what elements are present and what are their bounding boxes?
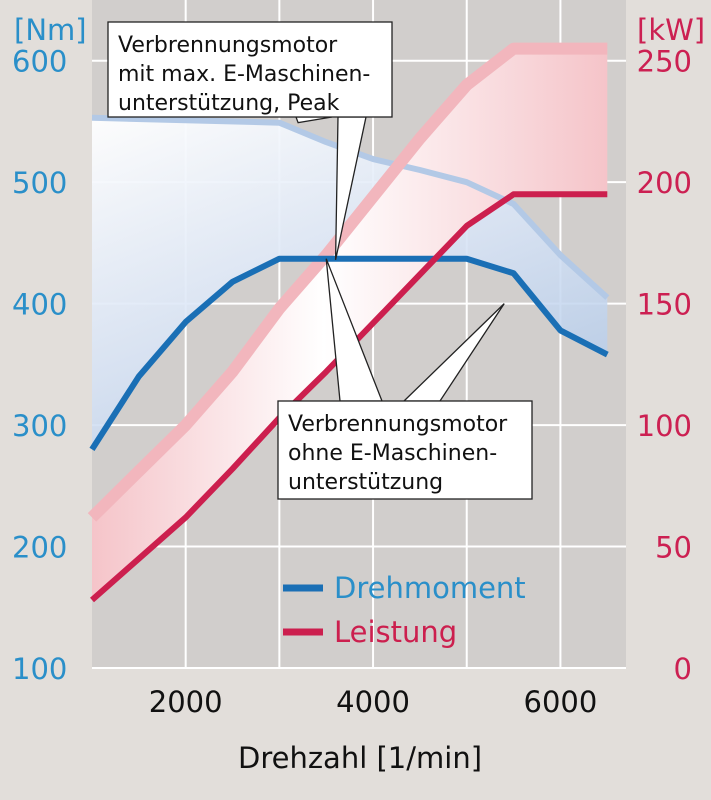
x-axis: Drehzahl [1/min] 2000 4000 6000 [149,685,598,775]
callout-text: unterstützung, Peak [118,91,340,116]
legend-label: Drehmoment [334,571,526,605]
left-axis: [Nm] 100 200 300 400 500 600 [12,13,87,686]
x-axis-band [92,668,626,800]
callout-text: Verbrennungsmotor [288,412,508,437]
x-tick-label: 4000 [336,685,410,719]
left-tick-label: 400 [12,288,67,322]
right-tick-label: 0 [674,652,692,686]
left-tick-label: 200 [12,531,67,565]
left-tick-label: 300 [12,409,67,443]
x-tick-label: 6000 [524,685,598,719]
right-axis: [kW] 0 50 100 150 200 250 [637,13,705,686]
legend-label: Leistung [334,615,457,649]
right-tick-label: 100 [637,409,692,443]
callout-text: mit max. E-Maschinen- [118,62,370,87]
callout-peak: Verbrennungsmotor mit max. E-Maschinen-un… [107,21,393,261]
right-tick-label: 150 [637,288,692,322]
series [87,42,610,603]
callout-text: ohne E-Maschinen- [288,441,497,466]
callouts: Verbrennungsmotor mit max. E-Maschinen-un… [107,21,533,500]
right-tick-label: 50 [655,531,692,565]
right-axis-unit: [kW] [637,13,705,47]
torque-line [89,255,609,452]
right-tick-label: 200 [637,166,692,200]
callout-text: unterstützung [288,470,443,495]
legend: Drehmoment Leistung [283,571,526,649]
left-tick-label: 600 [12,45,67,79]
left-tick-label: 100 [12,652,67,686]
right-tick-label: 250 [637,45,692,79]
power-peak-line [87,42,608,522]
x-tick-label: 2000 [149,685,223,719]
callout-text: Verbrennungsmotor [118,33,338,58]
callout-box [107,21,393,118]
x-axis-label: Drehzahl [1/min] [238,741,482,775]
callout-box [277,400,533,500]
callout-base: Verbrennungsmotor ohne E-Maschinen-unters… [277,258,533,500]
left-axis-unit: [Nm] [14,13,87,47]
left-tick-label: 500 [12,166,67,200]
